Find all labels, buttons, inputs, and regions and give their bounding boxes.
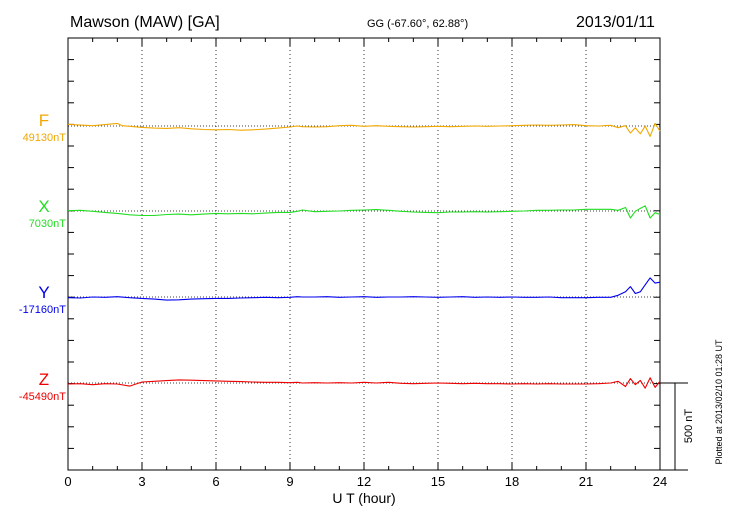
series-name-y: Y (38, 283, 49, 302)
scale-bar-label: 500 nT (683, 409, 695, 444)
date-label: 2013/01/11 (576, 14, 655, 31)
ticks-layer: 0 3 6 9 12 15 18 21 24 (64, 38, 667, 489)
series-name-x: X (38, 197, 49, 216)
labels-layer: F 49130nT X 7030nT Y -17160nT Z -45490nT (19, 111, 66, 403)
series-line-f (67, 122, 661, 137)
series-name-z: Z (39, 370, 49, 389)
x-axis-title: U T (hour) (332, 490, 395, 506)
series-line-x (67, 205, 661, 219)
station-title: Mawson (MAW) [GA] (70, 14, 220, 31)
x-tick-label: 24 (653, 474, 667, 489)
coords-label: GG (-67.60°, 62.88°) (367, 18, 468, 30)
x-tick-label: 15 (431, 474, 445, 489)
grid-layer (68, 38, 660, 470)
x-tick-label: 0 (64, 474, 71, 489)
scale-bar: 500 nT (660, 382, 695, 471)
plotted-at-note: Plotted at 2013/02/10 01:28 UT (714, 339, 724, 465)
baseline-label-y: -17160nT (19, 304, 66, 316)
x-tick-label: 18 (505, 474, 519, 489)
series-name-f: F (39, 111, 49, 130)
baseline-label-x: 7030nT (29, 218, 67, 230)
x-tick-label: 12 (357, 474, 371, 489)
baseline-label-f: 49130nT (23, 132, 67, 144)
x-tick-label: 3 (138, 474, 145, 489)
series-line-y (67, 277, 661, 301)
x-tick-label: 9 (286, 474, 293, 489)
series-layer (67, 122, 661, 389)
x-tick-label: 6 (212, 474, 219, 489)
series-line-z (67, 377, 661, 389)
x-tick-label: 21 (579, 474, 593, 489)
baseline-label-z: -45490nT (19, 391, 66, 403)
